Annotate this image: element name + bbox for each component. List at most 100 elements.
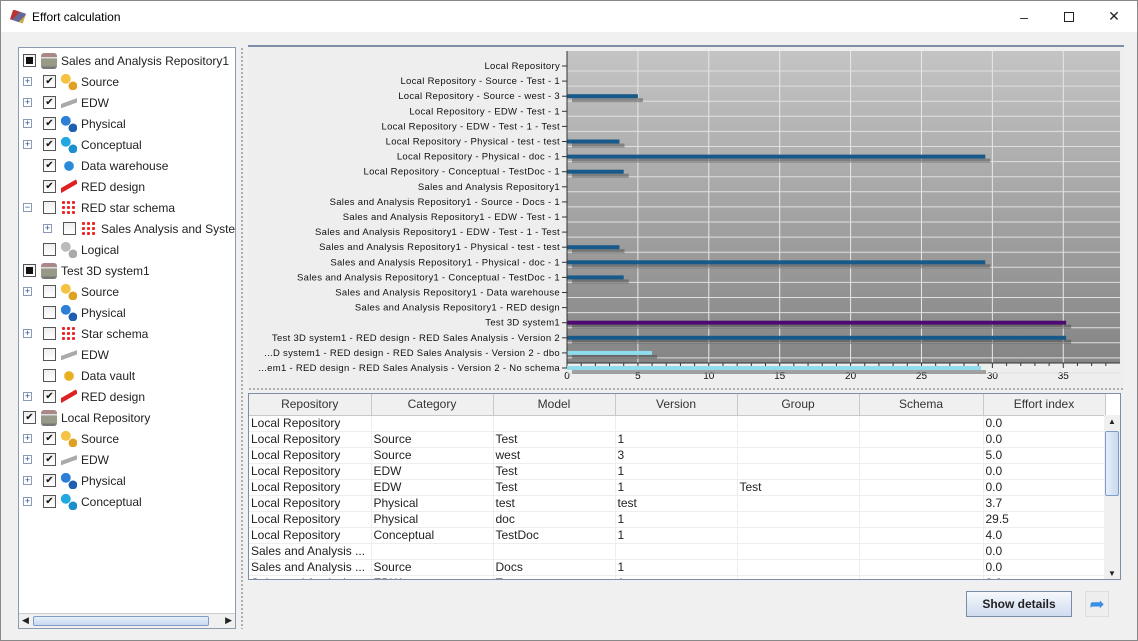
- bar: [567, 275, 624, 280]
- tree-node[interactable]: + ✔ RED design: [23, 386, 145, 407]
- y-tick-label: Sales and Analysis Repository1: [418, 182, 560, 193]
- tree-node[interactable]: Physical: [43, 302, 126, 323]
- table-row[interactable]: Local Repository 0.0: [249, 415, 1106, 432]
- scroll-down-icon[interactable]: ▼: [1108, 569, 1116, 578]
- expand-icon[interactable]: +: [23, 433, 32, 443]
- minimize-button[interactable]: –: [1001, 1, 1047, 32]
- column-header[interactable]: Repository: [249, 394, 372, 416]
- scroll-left-icon[interactable]: ◀: [22, 615, 29, 625]
- maximize-button[interactable]: [1046, 1, 1092, 32]
- tree-node[interactable]: Test 3D system1: [23, 260, 150, 281]
- tree-node[interactable]: EDW: [43, 344, 109, 365]
- tree-node[interactable]: ✔ RED design: [43, 176, 145, 197]
- tree-node[interactable]: + ✔ Source: [23, 71, 119, 92]
- tree-node[interactable]: + ✔ Physical: [23, 470, 126, 491]
- table-row[interactable]: Local Repository EDW Test 1 0.0: [249, 463, 1106, 480]
- tree-checkbox[interactable]: ✔: [43, 117, 56, 130]
- tree-node[interactable]: + ✔ Conceptual: [23, 134, 142, 155]
- expand-icon[interactable]: +: [23, 76, 32, 86]
- model-tree[interactable]: + ✔ Conceptual + ✔ Physical + ✔ EDW + ✔ Source ✔ Loca…: [18, 47, 236, 629]
- tree-node[interactable]: + Sales Analysis and System: [43, 218, 235, 239]
- tree-checkbox[interactable]: [43, 348, 56, 361]
- tree-checkbox[interactable]: [43, 369, 56, 382]
- scroll-right-icon[interactable]: ▶: [225, 615, 232, 625]
- tree-node-label: EDW: [81, 95, 109, 110]
- tree-checkbox[interactable]: ✔: [43, 390, 56, 403]
- close-button[interactable]: ✕: [1091, 1, 1137, 32]
- vertical-splitter[interactable]: [240, 47, 244, 629]
- table-row[interactable]: Local Repository Physical test test 3.7: [249, 495, 1106, 512]
- repository-icon: [41, 52, 57, 69]
- tree-checkbox[interactable]: [43, 243, 56, 256]
- expand-icon[interactable]: +: [23, 454, 32, 464]
- table-row[interactable]: Sales and Analysis ... 0.0: [249, 543, 1106, 560]
- tree-checkbox[interactable]: ✔: [43, 495, 56, 508]
- tree-checkbox[interactable]: ✔: [43, 474, 56, 487]
- expand-icon[interactable]: +: [23, 286, 32, 296]
- tree-horizontal-scrollbar[interactable]: ◀ ▶: [19, 613, 235, 628]
- expand-icon[interactable]: +: [23, 97, 32, 107]
- edw-icon: [61, 346, 77, 363]
- show-details-button[interactable]: Show details: [966, 591, 1072, 617]
- column-header[interactable]: Group: [737, 394, 860, 416]
- column-header[interactable]: Category: [371, 394, 494, 416]
- expand-icon[interactable]: +: [23, 475, 32, 485]
- expand-icon[interactable]: +: [23, 496, 32, 506]
- table-row[interactable]: Local Repository Physical doc 1 29.5: [249, 511, 1106, 528]
- export-button[interactable]: ➦: [1085, 591, 1109, 617]
- edw-icon: [61, 94, 77, 111]
- collapse-icon[interactable]: −: [23, 202, 32, 212]
- tree-node[interactable]: + ✔ EDW: [23, 92, 109, 113]
- tree-node[interactable]: + ✔ Source: [23, 428, 119, 449]
- tree-node[interactable]: Data vault: [43, 365, 135, 386]
- tree-checkbox[interactable]: ✔: [23, 411, 36, 424]
- tree-checkbox[interactable]: [63, 222, 76, 235]
- expand-icon[interactable]: +: [23, 391, 32, 401]
- horizontal-splitter[interactable]: [248, 387, 1124, 391]
- expand-icon[interactable]: +: [23, 328, 32, 338]
- expand-icon[interactable]: +: [43, 223, 52, 233]
- tree-node[interactable]: + ✔ Physical: [23, 113, 126, 134]
- tree-node[interactable]: + ✔ EDW: [23, 449, 109, 470]
- tree-checkbox[interactable]: ✔: [43, 159, 56, 172]
- table-cell: 0.0: [983, 415, 1106, 432]
- tree-node[interactable]: + Source: [23, 281, 119, 302]
- tree-checkbox[interactable]: ✔: [43, 180, 56, 193]
- table-row[interactable]: Local Repository EDW Test 1 Test 0.0: [249, 479, 1106, 496]
- column-header[interactable]: Schema: [859, 394, 984, 416]
- tree-checkbox[interactable]: [23, 54, 36, 67]
- table-cell: Local Repository: [249, 447, 372, 464]
- tree-node[interactable]: + ✔ Conceptual: [23, 491, 142, 512]
- column-header[interactable]: Effort index: [983, 394, 1106, 416]
- table-row[interactable]: Local Repository Conceptual TestDoc 1 4.0: [249, 527, 1106, 544]
- tree-checkbox[interactable]: ✔: [43, 138, 56, 151]
- tree-checkbox[interactable]: ✔: [43, 453, 56, 466]
- tree-node[interactable]: ✔ Data warehouse: [43, 155, 168, 176]
- tree-node[interactable]: + Star schema: [23, 323, 148, 344]
- tree-checkbox[interactable]: ✔: [43, 96, 56, 109]
- expand-icon[interactable]: +: [23, 118, 32, 128]
- tree-node[interactable]: ✔ Local Repository: [23, 407, 150, 428]
- tree-node[interactable]: − RED star schema: [23, 197, 175, 218]
- table-row[interactable]: Local Repository Source Test 1 0.0: [249, 431, 1106, 448]
- column-header[interactable]: Version: [615, 394, 738, 416]
- tree-checkbox[interactable]: [43, 201, 56, 214]
- scroll-up-icon[interactable]: ▲: [1108, 417, 1116, 426]
- scrollbar-thumb[interactable]: [1105, 431, 1119, 496]
- column-header[interactable]: Model: [493, 394, 616, 416]
- tree-node[interactable]: Logical: [43, 239, 119, 260]
- tree-checkbox[interactable]: [43, 306, 56, 319]
- table-row[interactable]: Sales and Analysis ... Source Docs 1 0.0: [249, 559, 1106, 576]
- tree-checkbox[interactable]: ✔: [43, 432, 56, 445]
- tree-checkbox[interactable]: [43, 327, 56, 340]
- tree-node[interactable]: Sales and Analysis Repository1: [23, 50, 229, 71]
- table-vertical-scrollbar[interactable]: ▲ ▼: [1104, 415, 1120, 579]
- expand-icon[interactable]: +: [23, 139, 32, 149]
- table-row[interactable]: Local Repository Source west 3 5.0: [249, 447, 1106, 464]
- tree-checkbox[interactable]: [23, 264, 36, 277]
- scrollbar-thumb[interactable]: [33, 616, 209, 626]
- tree-checkbox[interactable]: [43, 285, 56, 298]
- y-tick-label: Sales and Analysis Repository1 - Physica…: [330, 257, 560, 268]
- tree-checkbox[interactable]: ✔: [43, 75, 56, 88]
